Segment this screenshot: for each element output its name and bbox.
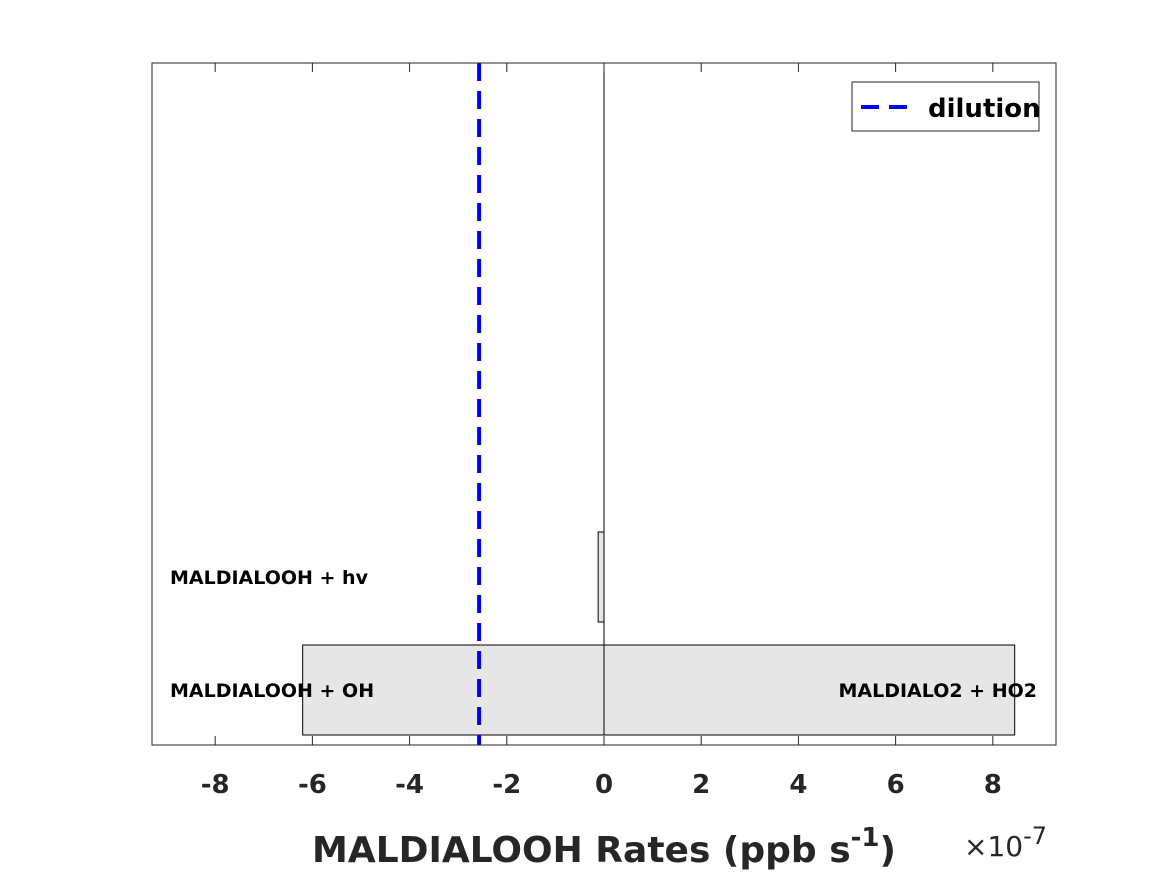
x-tick-label: -8 bbox=[201, 770, 230, 800]
bar-negative-1 bbox=[597, 531, 605, 623]
x-tick-label: 4 bbox=[789, 770, 807, 800]
x-tick-label: 8 bbox=[984, 770, 1002, 800]
bars-group bbox=[302, 531, 1016, 736]
bar-positive-0 bbox=[603, 644, 1016, 736]
bar-label-negative-0: MALDIALOOH + OH bbox=[170, 680, 374, 702]
x-tick-label: 2 bbox=[692, 770, 710, 800]
x-tick-label: 6 bbox=[887, 770, 905, 800]
legend-label-dilution: dilution bbox=[928, 94, 1041, 124]
bar-label-negative-1: MALDIALOOH + hv bbox=[170, 567, 369, 589]
legend: dilution bbox=[851, 81, 1041, 132]
x-axis-label: MALDIALOOH Rates (ppb s-1) bbox=[312, 823, 896, 871]
legend-box bbox=[851, 81, 1040, 132]
x-tick-label: -2 bbox=[492, 770, 521, 800]
x-axis-exponent: ×10-7 bbox=[964, 822, 1047, 863]
bar-labels-group: MALDIALOOH + OH MALDIALO2 + HO2 MALDIALOOH… bbox=[170, 567, 1037, 702]
x-ticks-group: -8 -6 -4 -2 0 2 4 6 8 bbox=[201, 63, 1002, 800]
bar-label-positive-0: MALDIALO2 + HO2 bbox=[839, 680, 1038, 702]
x-tick-label: -4 bbox=[395, 770, 424, 800]
x-tick-label: 0 bbox=[595, 770, 613, 800]
x-tick-label: -6 bbox=[298, 770, 327, 800]
bar-negative-0 bbox=[302, 644, 605, 736]
